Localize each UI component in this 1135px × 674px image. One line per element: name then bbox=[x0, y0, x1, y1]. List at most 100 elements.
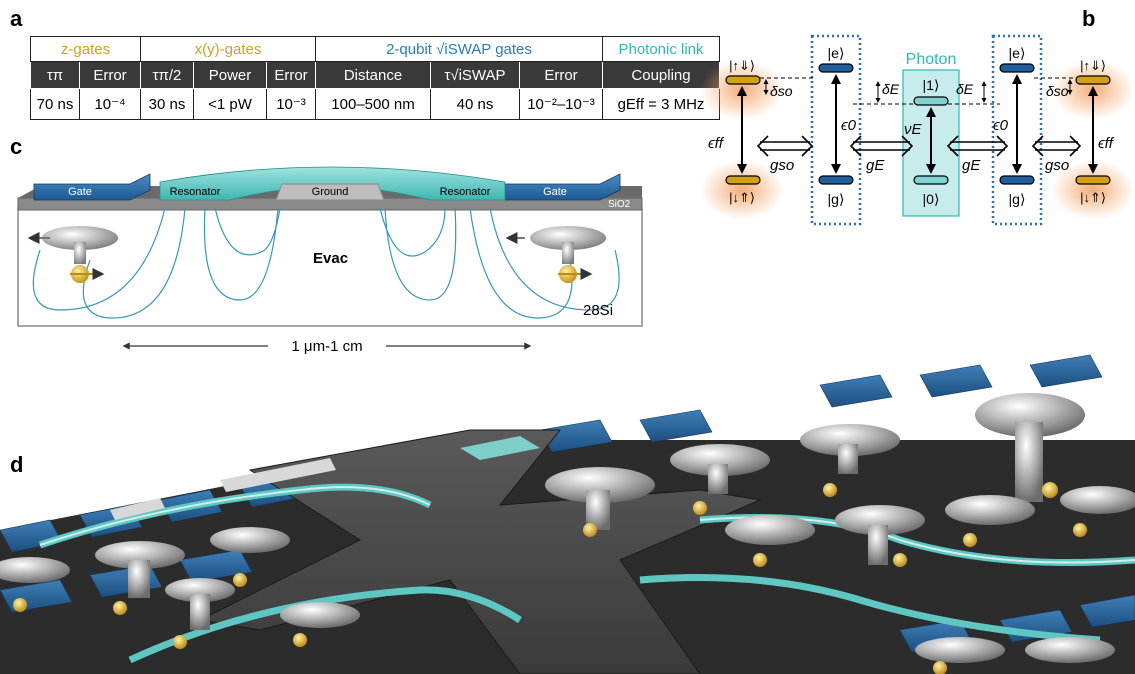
resonator-track bbox=[128, 586, 522, 664]
state-g-left: |g⟩ bbox=[828, 191, 845, 207]
label-eps-ff-right: ϵff bbox=[1098, 135, 1115, 152]
group-iswap-gates-label: 2-qubit √iSWAP gates bbox=[386, 40, 532, 58]
cyan-strip bbox=[460, 436, 540, 460]
value-error-z: 10⁻⁴ bbox=[79, 88, 141, 120]
coupling-gso-left-heads bbox=[756, 135, 814, 157]
donor-left-stem bbox=[74, 242, 86, 264]
panel-label-a: a bbox=[10, 6, 23, 31]
right-qubit-box bbox=[991, 34, 1043, 226]
field-line-4 bbox=[214, 207, 281, 256]
label-gso-left: gso bbox=[770, 157, 794, 174]
level-zero bbox=[913, 175, 949, 185]
header-error-iswap: Error bbox=[519, 61, 603, 89]
label-eps-ff-left: ϵff bbox=[708, 135, 725, 152]
architecture-rendering bbox=[0, 354, 1135, 674]
label-si: 28Si bbox=[583, 302, 613, 319]
label-ge-right: gE bbox=[962, 157, 981, 174]
level-up-down-left bbox=[725, 75, 761, 85]
value-tau-iswap: 40 ns bbox=[430, 88, 520, 120]
field-line-5 bbox=[384, 207, 457, 301]
donor bbox=[915, 637, 1005, 674]
level-one bbox=[913, 96, 949, 106]
coupling-ge-left bbox=[853, 141, 910, 151]
donor bbox=[975, 393, 1085, 502]
donor-right bbox=[530, 226, 606, 283]
header-tau-pi: τπ bbox=[30, 61, 80, 89]
energy-level-diagram: Photon |↑⇓⟩ |↓⇑⟩ ϵff δso |e⟩ |g⟩ ϵ0 |1⟩ … bbox=[700, 34, 1135, 226]
label-delta-e-right: δE bbox=[956, 81, 974, 97]
donor bbox=[800, 424, 900, 497]
label-delta-e-left: δE bbox=[882, 81, 900, 97]
donor bbox=[945, 495, 1035, 547]
donor bbox=[1060, 486, 1135, 537]
label-ge-left: gE bbox=[866, 157, 885, 174]
panel-label-b: b bbox=[1082, 6, 1096, 31]
level-g-left bbox=[818, 175, 854, 185]
header-tau-pi-2: τπ/2 bbox=[140, 61, 194, 89]
donor bbox=[1025, 637, 1115, 663]
group-xy-gates-label: x(y)-gates bbox=[194, 40, 262, 58]
label-gso-right: gso bbox=[1045, 157, 1069, 174]
header-distance: Distance bbox=[315, 61, 431, 89]
label-distance: 1 μm-1 cm bbox=[291, 338, 362, 355]
light-strip bbox=[110, 498, 165, 520]
gate-block bbox=[919, 364, 993, 398]
donor bbox=[725, 515, 815, 567]
donor bbox=[95, 541, 185, 615]
gate-array bbox=[0, 354, 1135, 653]
coupling-gso-left bbox=[760, 141, 810, 151]
label-nu-e: νE bbox=[904, 121, 923, 138]
value-power: <1 pW bbox=[193, 88, 267, 120]
label-ground: Ground bbox=[312, 186, 349, 198]
coupling-gso-right bbox=[1035, 141, 1078, 151]
label-gate-left: Gate bbox=[68, 186, 92, 198]
label-evac: Evac bbox=[313, 250, 348, 267]
field-line-3 bbox=[203, 207, 279, 301]
label-sio2: SiO2 bbox=[608, 199, 631, 210]
level-down-up-left bbox=[725, 175, 761, 185]
group-z-gates: z-gates bbox=[30, 36, 141, 62]
label-resonator-left: Resonator bbox=[170, 186, 221, 198]
donor bbox=[280, 602, 360, 647]
device-cross-section: Gate Resonator Ground Resonator Gate SiO… bbox=[17, 166, 643, 355]
donor-left bbox=[42, 226, 118, 283]
field-line-6 bbox=[379, 207, 446, 257]
donor bbox=[210, 527, 290, 587]
group-photonic-link-label: Photonic link bbox=[618, 40, 704, 58]
value-error-xy: 10⁻³ bbox=[266, 88, 316, 120]
coupling-ge-right-heads bbox=[946, 135, 1009, 157]
level-e-right bbox=[999, 63, 1035, 73]
header-power: Power bbox=[193, 61, 267, 89]
state-up-down-left: |↑⇓⟩ bbox=[729, 58, 755, 73]
field-line-8 bbox=[489, 207, 620, 311]
state-zero: |0⟩ bbox=[923, 191, 940, 207]
level-g-right bbox=[999, 175, 1035, 185]
panel-label-c: c bbox=[10, 134, 23, 159]
donor-right-stem bbox=[562, 242, 574, 264]
gate-parameters-table: z-gates x(y)-gates 2-qubit √iSWAP gates … bbox=[30, 36, 720, 120]
donor bbox=[835, 505, 925, 567]
level-up-down-right bbox=[1075, 75, 1111, 85]
silicon-substrate bbox=[17, 207, 643, 327]
state-one: |1⟩ bbox=[923, 77, 940, 93]
ground-electrode bbox=[275, 183, 385, 201]
coupling-gso-right-heads bbox=[1031, 135, 1082, 157]
resonator-track bbox=[639, 574, 1101, 644]
field-line-7 bbox=[469, 207, 573, 319]
coupling-ge-left-heads bbox=[849, 135, 914, 157]
level-e-left bbox=[818, 63, 854, 73]
donor-left-cap bbox=[42, 226, 118, 250]
group-xy-gates: x(y)-gates bbox=[140, 36, 316, 62]
group-iswap-gates: 2-qubit √iSWAP gates bbox=[315, 36, 603, 62]
label-eps-0-right: ϵ0 bbox=[993, 117, 1009, 134]
label-gate-right: Gate bbox=[543, 186, 567, 198]
donor bbox=[165, 578, 235, 649]
state-down-up-right: |↓⇑⟩ bbox=[1080, 190, 1106, 205]
header-error-z: Error bbox=[79, 61, 141, 89]
photon-label: Photon bbox=[906, 51, 957, 68]
gate-block bbox=[819, 374, 893, 408]
gate-block bbox=[179, 549, 253, 583]
donor bbox=[545, 467, 655, 537]
donor-right-cap bbox=[530, 226, 606, 250]
state-up-down-right: |↑⇓⟩ bbox=[1080, 58, 1106, 73]
